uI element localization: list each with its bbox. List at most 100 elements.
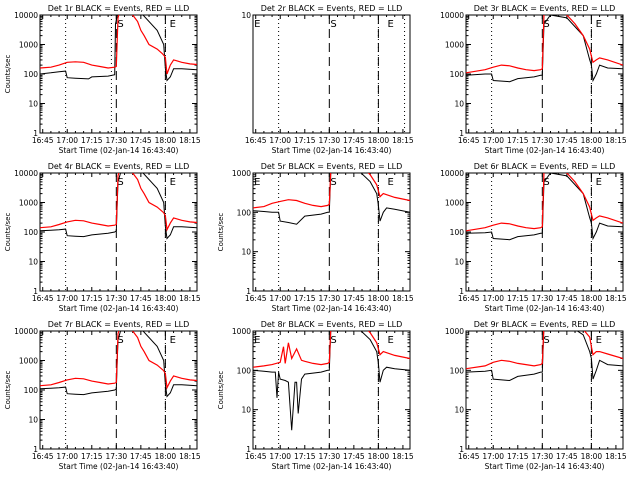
panel-title: Det 5r BLACK = Events, RED = LLD	[261, 162, 403, 171]
y-tick-label: 1	[246, 445, 251, 454]
x-tick-label: 17:45	[343, 452, 365, 461]
x-axis-label: Start Time (02-Jan-14 16:43:40)	[59, 462, 179, 471]
series-events	[253, 331, 410, 431]
panel-title: Det 6r BLACK = Events, RED = LLD	[474, 162, 616, 171]
x-tick-label: 18:15	[392, 136, 414, 145]
x-tick-label: 17:15	[294, 136, 316, 145]
plot-frame	[465, 330, 624, 450]
x-tick-label: 17:30	[319, 136, 341, 145]
marker-label-s: S	[543, 19, 549, 30]
y-axis-label: Counts/sec	[4, 213, 12, 252]
y-tick-label: 1	[459, 287, 464, 296]
x-tick-label: 17:45	[130, 136, 152, 145]
x-axis-label: Start Time (02-Jan-14 16:43:40)	[485, 462, 605, 471]
y-tick-label: 10	[454, 100, 464, 109]
marker-label-e: E	[170, 335, 176, 346]
series-lld	[466, 331, 623, 370]
panel-title: Det 8r BLACK = Events, RED = LLD	[261, 320, 403, 329]
y-tick-label: 100	[24, 70, 39, 79]
series-lld	[253, 173, 410, 209]
marker-label-s: S	[330, 19, 336, 30]
x-tick-label: 17:45	[343, 294, 365, 303]
y-axis-label: Counts/sec	[217, 371, 225, 410]
y-tick-label: 10	[241, 11, 251, 20]
series-lld	[40, 331, 197, 390]
x-axis-label: Start Time (02-Jan-14 16:43:40)	[59, 146, 179, 155]
y-tick-label: 100	[24, 228, 39, 237]
x-tick-label: 17:15	[507, 452, 529, 461]
plot-frame	[39, 330, 198, 450]
marker-label-e: E	[388, 335, 394, 346]
y-axis-label: Counts/sec	[4, 371, 12, 410]
x-tick-label: 18:15	[605, 136, 627, 145]
y-tick-label: 10	[454, 406, 464, 415]
y-tick-label: 10000	[440, 169, 464, 178]
x-tick-label: 17:15	[81, 452, 103, 461]
marker-label-s: S	[117, 335, 123, 346]
x-tick-label: 17:00	[56, 452, 78, 461]
x-tick-label: 17:00	[269, 452, 291, 461]
x-tick-label: 17:30	[106, 136, 128, 145]
y-tick-label: 10000	[14, 327, 38, 336]
marker-label-s: S	[330, 335, 336, 346]
marker-label-e: E	[170, 19, 176, 30]
x-tick-label: 17:15	[294, 294, 316, 303]
x-tick-label: 17:15	[81, 294, 103, 303]
x-tick-label: 17:30	[532, 294, 554, 303]
x-tick-label: 17:15	[294, 452, 316, 461]
panel-title: Det 2r BLACK = Events, RED = LLD	[261, 4, 403, 13]
y-tick-label: 10	[28, 100, 38, 109]
y-axis-label: Counts/sec	[4, 55, 12, 94]
y-tick-label: 100	[24, 386, 39, 395]
x-tick-label: 17:00	[56, 136, 78, 145]
series-events	[466, 173, 623, 241]
y-axis-label: Counts/sec	[217, 213, 225, 252]
marker-label-e: E	[596, 177, 602, 188]
marker-label-e: E	[170, 177, 176, 188]
x-tick-label: 16:45	[32, 136, 54, 145]
x-tick-label: 17:00	[269, 136, 291, 145]
y-tick-label: 1000	[445, 327, 464, 336]
x-tick-label: 17:00	[482, 452, 504, 461]
x-tick-label: 17:15	[507, 294, 529, 303]
series-lld	[40, 15, 197, 75]
x-tick-label: 18:15	[179, 136, 201, 145]
x-tick-label: 17:15	[507, 136, 529, 145]
series-lld	[40, 173, 197, 232]
x-tick-label: 17:30	[106, 294, 128, 303]
x-tick-label: 17:30	[532, 136, 554, 145]
x-tick-label: 16:45	[245, 452, 267, 461]
x-tick-label: 16:45	[458, 136, 480, 145]
x-tick-label: 17:15	[81, 136, 103, 145]
x-tick-label: 16:45	[458, 452, 480, 461]
x-tick-label: 17:30	[106, 452, 128, 461]
y-tick-label: 1000	[232, 327, 251, 336]
y-tick-label: 1	[459, 445, 464, 454]
x-axis-label: Start Time (02-Jan-14 16:43:40)	[59, 304, 179, 313]
y-tick-label: 1	[33, 445, 38, 454]
y-tick-label: 100	[450, 70, 465, 79]
panel-title: Det 7r BLACK = Events, RED = LLD	[48, 320, 190, 329]
series-lld	[253, 331, 410, 368]
x-tick-label: 18:00	[581, 452, 603, 461]
x-axis-label: Start Time (02-Jan-14 16:43:40)	[272, 146, 392, 155]
x-tick-label: 17:45	[556, 136, 578, 145]
x-tick-label: 17:00	[482, 294, 504, 303]
y-tick-label: 1000	[19, 41, 38, 50]
marker-label-e: E	[254, 177, 260, 188]
y-tick-label: 1	[33, 129, 38, 138]
x-tick-label: 18:15	[392, 294, 414, 303]
x-tick-label: 18:15	[392, 452, 414, 461]
y-tick-label: 100	[450, 366, 465, 375]
y-tick-label: 10000	[440, 11, 464, 20]
x-tick-label: 18:15	[605, 294, 627, 303]
x-tick-label: 18:15	[179, 452, 201, 461]
y-tick-label: 10	[28, 416, 38, 425]
